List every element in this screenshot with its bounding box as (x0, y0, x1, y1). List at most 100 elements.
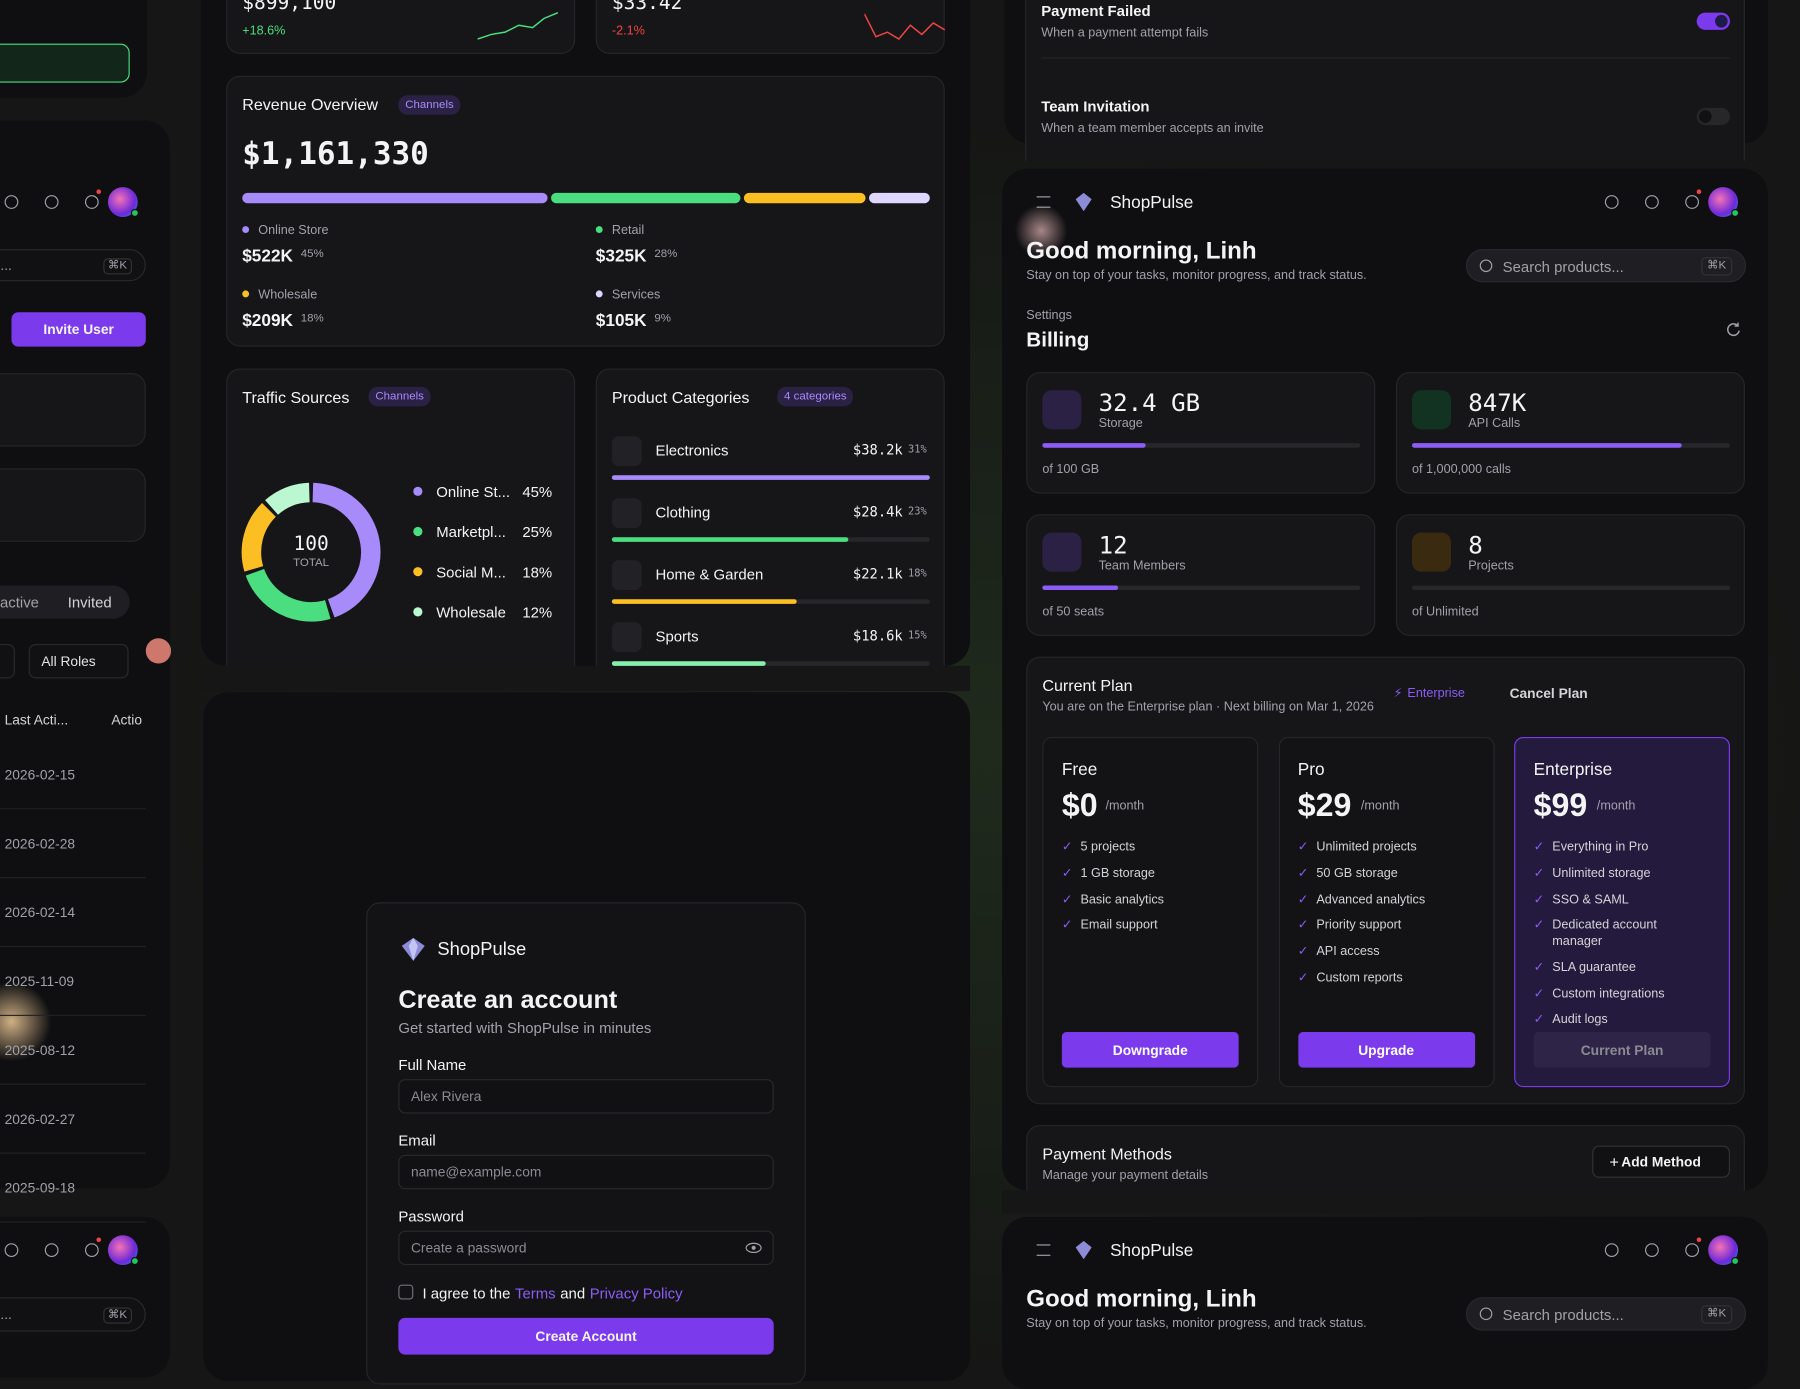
agree-text: I agree to the (422, 1284, 511, 1302)
header-icon[interactable] (44, 1243, 59, 1258)
feature-text: 1 GB storage (1080, 866, 1155, 881)
header-icon[interactable] (1685, 1243, 1699, 1258)
plan-button[interactable]: Upgrade (1297, 1032, 1475, 1068)
menu-icon[interactable] (1036, 196, 1051, 208)
check: ✓ (1297, 918, 1309, 933)
category-bar (611, 475, 930, 480)
date: 2026-02-28 (4, 835, 76, 852)
header-icon[interactable] (84, 1243, 99, 1258)
revenue-segment (550, 192, 741, 204)
usage-limit: of 1,000,000 calls (1411, 462, 1511, 477)
privacy-link[interactable]: Privacy Policy (589, 1284, 683, 1302)
plan-button[interactable]: Downgrade (1061, 1032, 1239, 1068)
category-name: Home & Garden (655, 565, 764, 584)
usage-limit: of 100 GB (1042, 462, 1100, 477)
usage-card (1026, 514, 1376, 636)
refresh-icon[interactable] (1725, 321, 1741, 337)
feature: ✓ Email support (1062, 919, 1251, 935)
tab[interactable]: Invited (67, 593, 112, 611)
channel-share: 28% (654, 247, 678, 261)
left-card (0, 468, 146, 542)
feature-text: Dedicated account manager (1552, 918, 1657, 949)
usage-label: API Calls (1468, 416, 1521, 431)
plan-button[interactable]: Current Plan (1533, 1032, 1711, 1068)
legend-dot (413, 567, 423, 577)
element (1734, 322, 1739, 327)
tab[interactable]: active (0, 593, 39, 611)
notification-desc: When a team member accepts an invite (1041, 121, 1264, 136)
plan-description: You are on the Enterprise plan · Next bi… (1042, 700, 1374, 715)
email-input[interactable]: name@example.com (398, 1154, 774, 1190)
element (745, 1242, 762, 1253)
menu-icon[interactable] (1036, 1244, 1051, 1256)
agree-row: I agree to the Terms and Privacy Policy (422, 1285, 682, 1302)
revenue-card (226, 75, 945, 347)
cancel-plan[interactable]: Cancel Plan (1509, 685, 1588, 702)
donut-segment (265, 482, 311, 516)
role-filter[interactable]: All Roles (28, 644, 129, 679)
field-label: Full Name (398, 1056, 467, 1074)
search[interactable]: Search products... ⌘K (1465, 249, 1747, 283)
feature: ✓ Custom integrations (1534, 987, 1723, 1003)
usage-card (1395, 371, 1745, 494)
tabs (0, 585, 130, 619)
date: 2026-02-15 (4, 766, 76, 783)
shortcut: ⌘K (103, 1307, 132, 1324)
feature-list: ✓ Everything in Pro ✓ Unlimited storage ✓ SSO… (1534, 840, 1723, 1039)
traffic-card (226, 368, 576, 690)
check: ✓ (1297, 840, 1309, 855)
row-divider (0, 877, 146, 879)
plan-option (1042, 736, 1259, 1088)
donut-segment (245, 568, 331, 622)
search[interactable]: Search products... ⌘K (1465, 1297, 1747, 1331)
header-icon[interactable] (1604, 195, 1619, 209)
checkbox[interactable] (398, 1284, 414, 1300)
date: 2025-08-12 (4, 1042, 76, 1059)
toggle-knob (1698, 110, 1712, 123)
create-button[interactable]: Create Account (398, 1317, 774, 1355)
feature-text: Audit logs (1552, 1012, 1608, 1027)
search-icon (1479, 259, 1493, 273)
header-icon[interactable] (1645, 1243, 1659, 1258)
plan-name: Enterprise (1533, 759, 1613, 780)
header-icon[interactable] (1604, 1243, 1619, 1258)
category-amount: $28.4k (852, 503, 903, 521)
legend-dot (242, 226, 250, 234)
subtitle: Stay on top of your tasks, monitor progr… (1026, 268, 1367, 283)
button-label: Current Plan (1580, 1041, 1664, 1058)
usage-value: 8 (1468, 531, 1483, 560)
page-title: Billing (1026, 328, 1090, 352)
green-input (0, 43, 130, 83)
plan-option (1514, 736, 1730, 1088)
feature-text: 50 GB storage (1316, 866, 1398, 881)
header-icon[interactable] (4, 195, 19, 209)
terms-link[interactable]: Terms (515, 1284, 556, 1302)
invite-button[interactable]: Invite User (11, 312, 146, 347)
check: ✓ (1533, 918, 1545, 933)
shortcut: ⌘K (103, 258, 132, 275)
notification-dot (96, 189, 102, 195)
feature-text: Unlimited storage (1552, 866, 1651, 881)
toggle[interactable] (1696, 12, 1730, 30)
header-icon[interactable] (44, 195, 59, 209)
row-divider (0, 1014, 146, 1016)
add-method[interactable]: Add Method (1592, 1145, 1730, 1178)
eye-icon[interactable] (745, 1240, 762, 1256)
toggle[interactable] (1696, 107, 1730, 126)
usage-icon (1411, 532, 1452, 572)
header-icon[interactable] (1645, 195, 1659, 209)
name-input[interactable]: Alex Rivera (398, 1079, 774, 1114)
field-label: Email (398, 1131, 436, 1150)
glow (145, 638, 172, 664)
stat-value: $899,100 (242, 0, 337, 15)
header-icon[interactable] (84, 195, 99, 209)
header-icon[interactable] (4, 1243, 19, 1258)
feature-text: Unlimited projects (1316, 840, 1417, 855)
channel-amount: $105K (595, 311, 647, 331)
breadcrumb: Settings (1026, 308, 1072, 323)
header-icon[interactable] (1685, 195, 1699, 209)
password-input[interactable]: Create a password (398, 1230, 774, 1266)
legend-dot (242, 290, 250, 298)
legend-dot (595, 290, 603, 298)
shortcut: ⌘K (1701, 1305, 1732, 1324)
